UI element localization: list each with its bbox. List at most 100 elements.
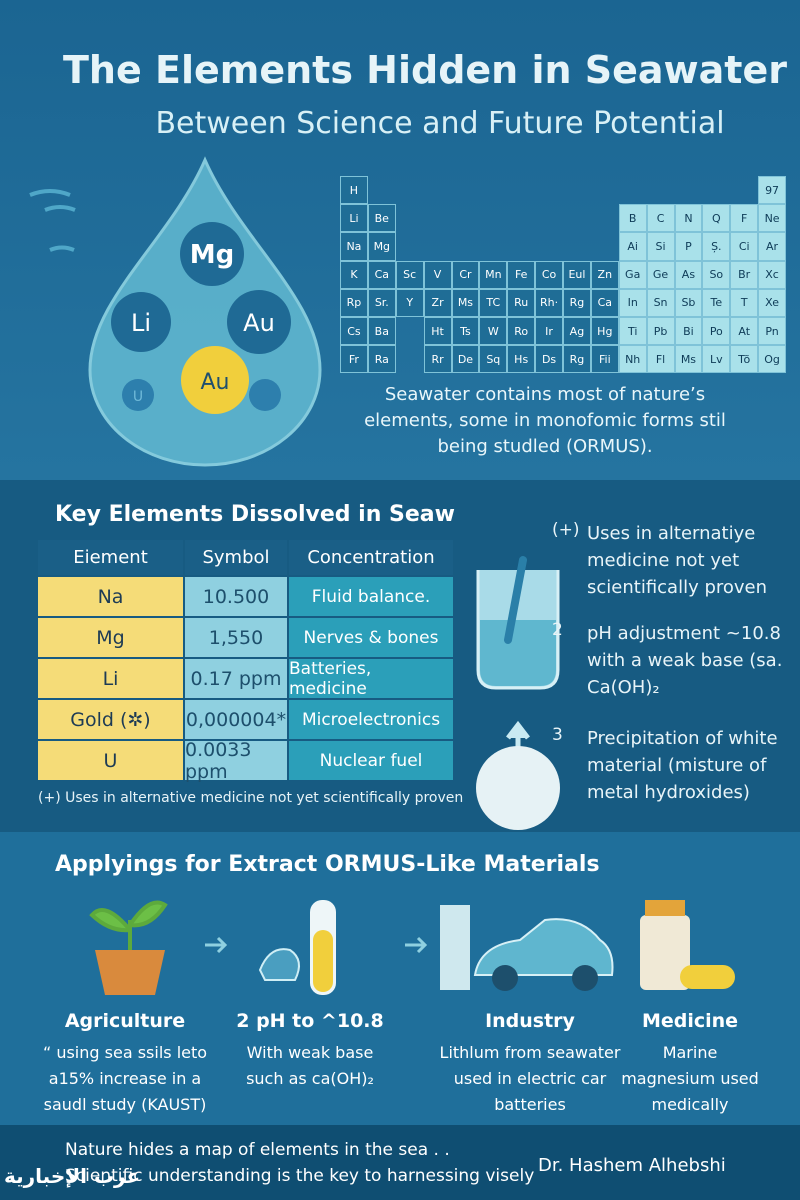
element-cell: Si bbox=[646, 232, 675, 261]
applications-icons bbox=[89, 900, 735, 995]
table-cell: Gold (✲) bbox=[38, 700, 183, 739]
table-cell: Nerves & bones bbox=[289, 618, 453, 657]
element-cell: Sr. bbox=[367, 288, 396, 317]
table-header: Concentration bbox=[289, 540, 453, 575]
element-cell: Li bbox=[340, 204, 368, 233]
element-cell: Xe bbox=[758, 288, 786, 317]
element-cell: Ms bbox=[674, 345, 703, 374]
element-cell: Ai bbox=[618, 232, 647, 261]
table-cell: U bbox=[38, 741, 183, 780]
element-cell: Ge bbox=[646, 260, 675, 289]
element-cell: B bbox=[618, 204, 647, 233]
test-tube-liquid bbox=[313, 930, 333, 992]
section-heading: Key Elements Dissolved in Seaw bbox=[55, 502, 455, 527]
element-circle bbox=[122, 379, 154, 411]
element-cell: Rp bbox=[340, 288, 368, 317]
drop-illustration: Mg Li Au Au U bbox=[29, 156, 322, 467]
element-cell: Bi bbox=[674, 317, 703, 346]
footnote: (+) Uses in alternative medicine not yet… bbox=[38, 790, 464, 806]
subtitle: Between Science and Future Potential bbox=[155, 106, 725, 141]
element-cell: Ca bbox=[367, 260, 396, 289]
element-cell: Zr bbox=[423, 288, 452, 317]
element-cell: Lv bbox=[702, 345, 731, 374]
element-cell: Eul bbox=[563, 260, 591, 289]
element-cell: As bbox=[674, 260, 703, 289]
table-cell: Microelectronics bbox=[289, 700, 453, 739]
application-text: Marine magnesium used medically bbox=[621, 1043, 759, 1114]
element-cell: C bbox=[646, 204, 675, 233]
stirrer bbox=[504, 556, 527, 644]
wheel bbox=[492, 965, 518, 991]
element-cell: Ar bbox=[758, 232, 786, 261]
application-title: Medicine bbox=[641, 1010, 739, 1032]
element-cell: K bbox=[340, 260, 368, 289]
pot-icon bbox=[95, 950, 165, 995]
element-cell: Ru bbox=[507, 288, 536, 317]
precipitate bbox=[476, 746, 560, 830]
element-label: Li bbox=[131, 309, 151, 337]
table-cell: 10.500 bbox=[185, 577, 287, 616]
stone-icon bbox=[258, 948, 300, 981]
element-cell: P bbox=[674, 232, 703, 261]
footer-section bbox=[0, 1125, 800, 1200]
table-cell: 0.17 ppm bbox=[185, 659, 287, 698]
arrow bbox=[405, 936, 428, 954]
element-circle bbox=[181, 346, 249, 414]
element-cell: Ir bbox=[535, 317, 563, 346]
author: Dr. Hashem Alhebshi bbox=[538, 1155, 726, 1176]
section-heading: Applyings for Extract ORMUS-Like Materia… bbox=[55, 852, 600, 877]
element-cell: Ga bbox=[618, 260, 647, 289]
element-cell: Fe bbox=[507, 260, 536, 289]
element-cell: Te bbox=[702, 288, 731, 317]
watermark: عرب الإخبارية bbox=[4, 1164, 141, 1188]
step-text: Uses in alternatiye medicine not yet sci… bbox=[587, 523, 768, 598]
element-cell: Sn bbox=[646, 288, 675, 317]
element-cell: F bbox=[730, 204, 759, 233]
application-title: 2 pH to ^10.8 bbox=[236, 1010, 384, 1032]
footer-line: Scientific understanding is the key to h… bbox=[65, 1166, 535, 1186]
element-cell: Ș. bbox=[702, 232, 731, 261]
element-cell: Br bbox=[730, 260, 759, 289]
element-cell: Ds bbox=[535, 345, 563, 374]
charger-icon bbox=[440, 905, 470, 990]
element-cell: Zn bbox=[590, 260, 619, 289]
element-cell: Xc bbox=[758, 260, 786, 289]
application-text: With weak base such as ca(OH)₂ bbox=[246, 1043, 374, 1088]
table-cell: Nuclear fuel bbox=[289, 741, 453, 780]
element-cell: Rg bbox=[563, 345, 591, 374]
element-cell: Ts bbox=[451, 317, 480, 346]
title: The Elements Hidden in Seawater bbox=[63, 48, 787, 92]
table-cell: Fluid balance. bbox=[289, 577, 453, 616]
element-cell: Ms bbox=[451, 288, 480, 317]
element-label: Au bbox=[201, 370, 230, 395]
table-cell: 0,000004* bbox=[185, 700, 287, 739]
element-cell: Tõ bbox=[730, 345, 759, 374]
element-cell: Ag bbox=[563, 317, 591, 346]
element-cell: W bbox=[479, 317, 508, 346]
element-label: Au bbox=[243, 309, 275, 337]
element-cell: In bbox=[618, 288, 647, 317]
element-cell: At bbox=[730, 317, 759, 346]
element-cell: Ba bbox=[367, 317, 396, 346]
element-cell: Cr bbox=[451, 260, 480, 289]
element-label: U bbox=[133, 389, 143, 405]
table-header: Symbol bbox=[185, 540, 287, 575]
element-cell: Sc bbox=[395, 260, 424, 289]
element-cell: Po bbox=[702, 317, 731, 346]
element-circle bbox=[180, 222, 244, 286]
element-cell: Ro bbox=[507, 317, 536, 346]
element-label: Mg bbox=[190, 240, 234, 270]
element-cell: Fr bbox=[340, 345, 368, 374]
element-cell: Ht bbox=[423, 317, 452, 346]
application-title: Agriculture bbox=[64, 1010, 186, 1032]
table-cell: Mg bbox=[38, 618, 183, 657]
step-number: 3 bbox=[552, 725, 563, 745]
element-cell: Sq bbox=[479, 345, 508, 374]
element-cell: Na bbox=[340, 232, 368, 261]
element-cell: De bbox=[451, 345, 480, 374]
table-cell: Li bbox=[38, 659, 183, 698]
element-cell: Mn bbox=[479, 260, 508, 289]
element-cell: Ca bbox=[590, 288, 619, 317]
element-cell: Sb bbox=[674, 288, 703, 317]
element-cell: TC bbox=[479, 288, 508, 317]
